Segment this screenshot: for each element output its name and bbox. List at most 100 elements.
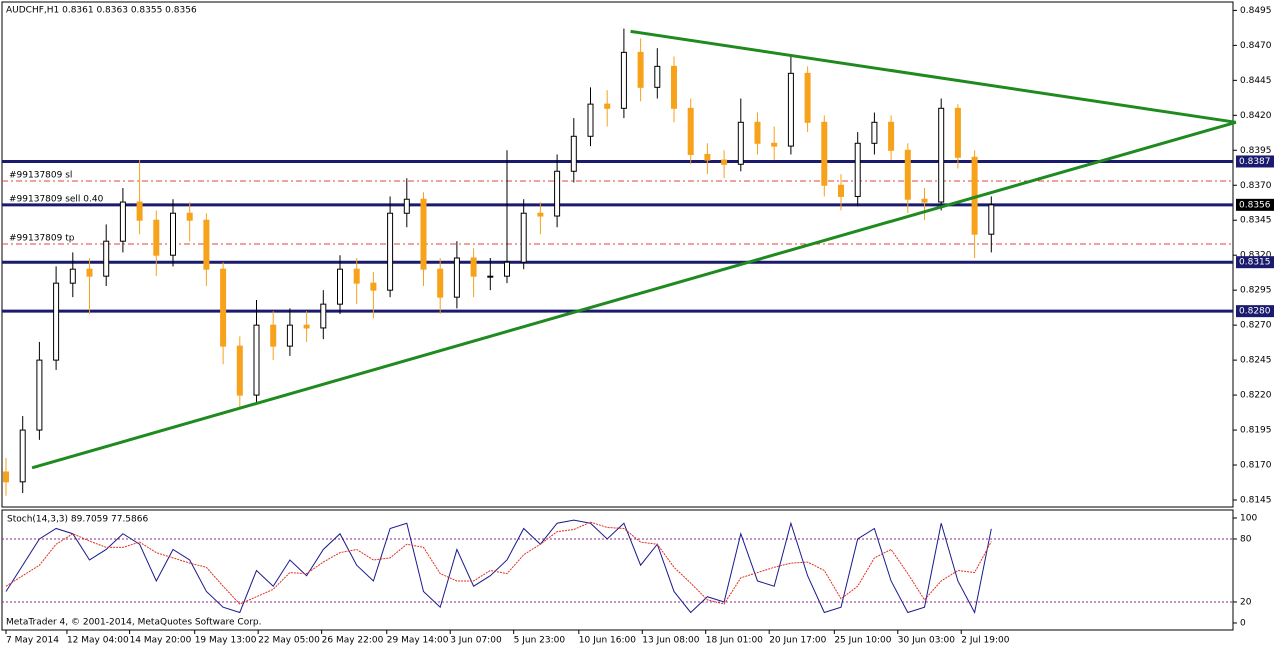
x-tick-label: 2 Jul 19:00 <box>961 636 1010 646</box>
stoch-panel <box>1 509 1234 631</box>
candle-body <box>203 219 210 270</box>
candle-body <box>119 201 126 242</box>
level-tag <box>1236 198 1274 211</box>
level-tag <box>1236 155 1274 168</box>
y-tick-label: 0.8395 <box>1240 146 1272 156</box>
candle-body <box>954 107 961 158</box>
candle-body <box>353 268 360 284</box>
candle-body <box>754 121 761 144</box>
level-label: 0.8280 <box>1239 307 1271 317</box>
candle-body <box>904 149 911 200</box>
candle-body <box>687 107 694 155</box>
chart-title: AUDCHF,H1 0.8361 0.8363 0.8355 0.8356 <box>6 6 197 16</box>
x-tick-label: 30 Jun 03:00 <box>898 636 955 646</box>
y-tick-label: 0.8470 <box>1240 41 1272 51</box>
candle-body <box>387 212 394 291</box>
candle-body <box>704 153 711 161</box>
candle-body <box>988 204 995 235</box>
y-tick-label: 20 <box>1240 597 1252 607</box>
level-label: 0.8387 <box>1239 157 1271 167</box>
candle-body <box>938 107 945 203</box>
candle-body <box>604 103 611 109</box>
candle-body <box>103 240 110 277</box>
candle-body <box>153 219 160 256</box>
candle-body <box>286 324 293 347</box>
candle-body <box>470 257 477 277</box>
candle-body <box>86 268 93 277</box>
candle-body <box>370 282 377 291</box>
candle-body <box>888 121 895 151</box>
candle-body <box>320 303 327 329</box>
y-tick-label: 0.8420 <box>1240 111 1272 121</box>
candle-body <box>921 198 928 203</box>
candle-body <box>737 121 744 165</box>
x-tick-label: 13 Jun 08:00 <box>642 636 699 646</box>
x-tick-label: 14 May 20:00 <box>130 636 192 646</box>
y-tick-label: 0.8195 <box>1240 426 1272 436</box>
candle-body <box>654 65 661 88</box>
y-tick-label: 0.8495 <box>1240 6 1272 16</box>
y-tick-label: 100 <box>1240 513 1257 523</box>
y-tick-label: 80 <box>1240 534 1252 544</box>
y-tick-label: 0.8295 <box>1240 286 1272 296</box>
stoch-line <box>5 519 992 614</box>
x-tick-label: 29 May 14:00 <box>387 636 449 646</box>
candle-body <box>504 261 510 277</box>
candle-body <box>787 72 794 147</box>
x-tick-label: 22 May 05:00 <box>258 636 320 646</box>
candle-body <box>587 103 594 137</box>
x-tick-label: 19 May 13:00 <box>195 636 257 646</box>
candle-body <box>520 212 527 263</box>
candle-body <box>854 142 861 197</box>
candle-body <box>871 121 878 144</box>
candle-body <box>220 268 227 347</box>
candle-body <box>19 429 26 483</box>
y-tick-label: 0.8245 <box>1240 356 1272 366</box>
x-tick-label: 26 May 22:00 <box>322 636 384 646</box>
candle-body <box>453 257 460 298</box>
candle-body <box>236 345 243 396</box>
candle-body <box>487 275 494 278</box>
y-tick-label: 0.8320 <box>1240 251 1272 261</box>
order-label: #99137809 tp <box>9 234 75 244</box>
x-tick-label: 18 Jun 01:00 <box>706 636 763 646</box>
trendline <box>31 120 1237 470</box>
footer: MetaTrader 4, © 2001-2014, MetaQuotes So… <box>6 618 262 628</box>
candle-body <box>270 324 277 347</box>
x-tick-label: 25 Jun 10:00 <box>834 636 891 646</box>
candle-body <box>838 184 844 197</box>
candle-body <box>420 198 427 270</box>
x-tick-label: 20 Jun 17:00 <box>769 636 826 646</box>
stoch-line <box>5 521 992 605</box>
main-panel <box>1 1 1234 508</box>
candle-body <box>253 324 260 396</box>
stoch-title: Stoch(14,3,3) 89.7059 77.5866 <box>7 515 148 525</box>
candle-body <box>53 282 60 361</box>
candle-body <box>303 324 310 329</box>
candle-body <box>637 51 644 88</box>
y-tick-label: 0.8370 <box>1240 181 1272 191</box>
level-tag <box>1236 256 1274 269</box>
candle-body <box>570 135 577 172</box>
trendline <box>630 29 1237 124</box>
level-label: 0.8356 <box>1239 200 1271 210</box>
candle-body <box>403 198 410 214</box>
y-tick-label: 0.8170 <box>1240 461 1272 471</box>
order-label: #99137809 sl <box>9 171 72 181</box>
y-tick-label: 0 <box>1240 618 1246 628</box>
x-tick-label: 5 Jun 23:00 <box>514 636 566 646</box>
candle-body <box>804 72 811 123</box>
level-tag <box>1236 305 1274 318</box>
candle-body <box>537 212 544 217</box>
x-tick-label: 12 May 04:00 <box>67 636 129 646</box>
candle-body <box>170 212 176 256</box>
level-label: 0.8315 <box>1239 258 1271 268</box>
y-tick-label: 0.8445 <box>1240 76 1272 86</box>
candle-body <box>721 159 728 165</box>
candle-body <box>671 65 677 109</box>
candle-body <box>69 268 76 284</box>
candle-body <box>437 268 444 298</box>
candle-body <box>186 212 193 221</box>
candle-body <box>3 471 9 483</box>
